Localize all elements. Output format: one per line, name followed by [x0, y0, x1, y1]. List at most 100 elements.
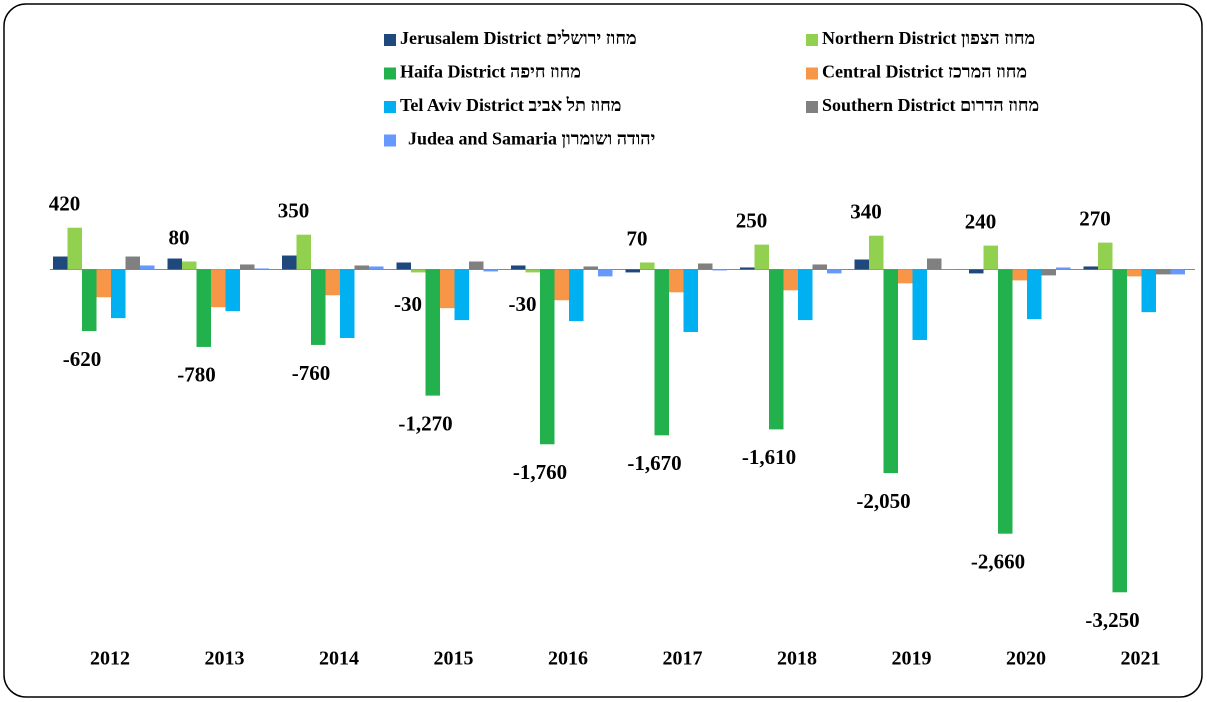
data-label: -620: [63, 347, 102, 371]
bar: [311, 269, 326, 345]
frame: [3, 3, 1203, 698]
bar: [669, 269, 684, 293]
data-label: 270: [1079, 206, 1111, 230]
bar: [698, 263, 713, 270]
bar: [125, 256, 140, 270]
bar: [1012, 269, 1027, 281]
bar: [240, 264, 255, 270]
x-tick-label: 2014: [319, 648, 359, 670]
bar: [941, 269, 956, 270]
data-label: 80: [169, 225, 190, 249]
bar: [1041, 269, 1056, 276]
bar: [1127, 269, 1142, 277]
bar: [569, 269, 584, 322]
bar: [282, 255, 297, 270]
data-label: -2,050: [856, 489, 910, 513]
bar: [912, 269, 927, 340]
legend-label: Northern District מחוז הצפון: [822, 28, 1035, 48]
bar: [167, 258, 182, 270]
legend-marker: [384, 134, 396, 147]
x-tick-label: 2021: [1121, 648, 1161, 670]
data-label: -30: [509, 292, 537, 316]
bar: [898, 269, 913, 284]
bar: [296, 234, 311, 270]
legend-marker: [806, 101, 818, 113]
bar: [998, 269, 1013, 534]
bar: [969, 269, 984, 274]
data-label: 250: [736, 208, 768, 232]
bar: [425, 269, 440, 396]
bar: [683, 269, 698, 333]
x-tick-label: 2012: [90, 648, 130, 670]
bar: [754, 244, 769, 270]
bar: [854, 259, 869, 270]
data-label: 350: [278, 198, 310, 222]
x-tick-label: 2015: [434, 648, 474, 670]
x-tick-label: 2017: [663, 648, 703, 670]
bar: [182, 261, 197, 270]
legend-marker: [806, 34, 818, 46]
bar: [225, 269, 240, 312]
data-label: -3,250: [1085, 608, 1139, 632]
bar: [540, 269, 555, 445]
bar: [354, 265, 369, 270]
x-tick-label: 2016: [548, 648, 588, 670]
x-tick-label: 2018: [777, 648, 817, 670]
bar: [340, 269, 355, 338]
bar: [454, 269, 469, 321]
bar: [554, 269, 569, 301]
legend-label: Judea and Samaria יהודה ושומרון: [408, 129, 655, 149]
bar: [140, 265, 155, 270]
x-tick-label: 2020: [1006, 648, 1046, 670]
bar: [598, 269, 613, 277]
bar: [983, 245, 998, 270]
bar: [769, 269, 784, 430]
bar: [511, 265, 526, 270]
bar: [927, 258, 942, 270]
legend-label: Southern District מחוז הדרום: [822, 95, 1039, 115]
legend-marker: [384, 67, 396, 80]
bar: [211, 269, 226, 308]
bar: [82, 269, 97, 332]
legend-label: Haifa District מחוז חיפה: [400, 62, 581, 82]
data-label: -1,270: [398, 411, 452, 435]
bar: [483, 269, 498, 272]
bar: [798, 269, 813, 321]
bar: [525, 269, 540, 273]
data-label: -2,660: [971, 549, 1025, 573]
bar: [411, 269, 426, 273]
bar: [1027, 269, 1042, 320]
legend-marker: [384, 101, 396, 113]
data-label: -1,610: [742, 445, 796, 469]
bar: [812, 264, 827, 270]
bar: [1156, 269, 1171, 275]
x-tick-label: 2019: [892, 648, 932, 670]
bar: [396, 262, 411, 270]
bar: [1170, 269, 1185, 275]
bar: [325, 269, 340, 296]
bar: [1083, 266, 1098, 270]
bar: [712, 269, 727, 271]
bar: [53, 256, 68, 270]
data-label: -780: [177, 363, 216, 387]
bar: [369, 266, 384, 270]
legend-label: Tel Aviv District מחוז תל אביב: [400, 95, 621, 115]
bar: [440, 269, 455, 309]
bar: [583, 266, 598, 270]
data-label: -1,670: [627, 451, 681, 475]
bar: [1112, 269, 1127, 593]
bar: [469, 261, 484, 270]
legend-marker: [806, 67, 818, 80]
bar: [96, 269, 111, 298]
bar: [1141, 269, 1156, 313]
bar: [111, 269, 126, 319]
bar: [254, 268, 269, 270]
data-label: -760: [292, 361, 331, 385]
bar: [783, 269, 798, 291]
data-label: -1,760: [513, 460, 567, 484]
bar: [827, 269, 842, 274]
bar: [883, 269, 898, 474]
legend-label: Central District מחוז המרכז: [822, 62, 1027, 82]
legend-label: Jerusalem District מחוז ירושלים: [400, 28, 637, 48]
